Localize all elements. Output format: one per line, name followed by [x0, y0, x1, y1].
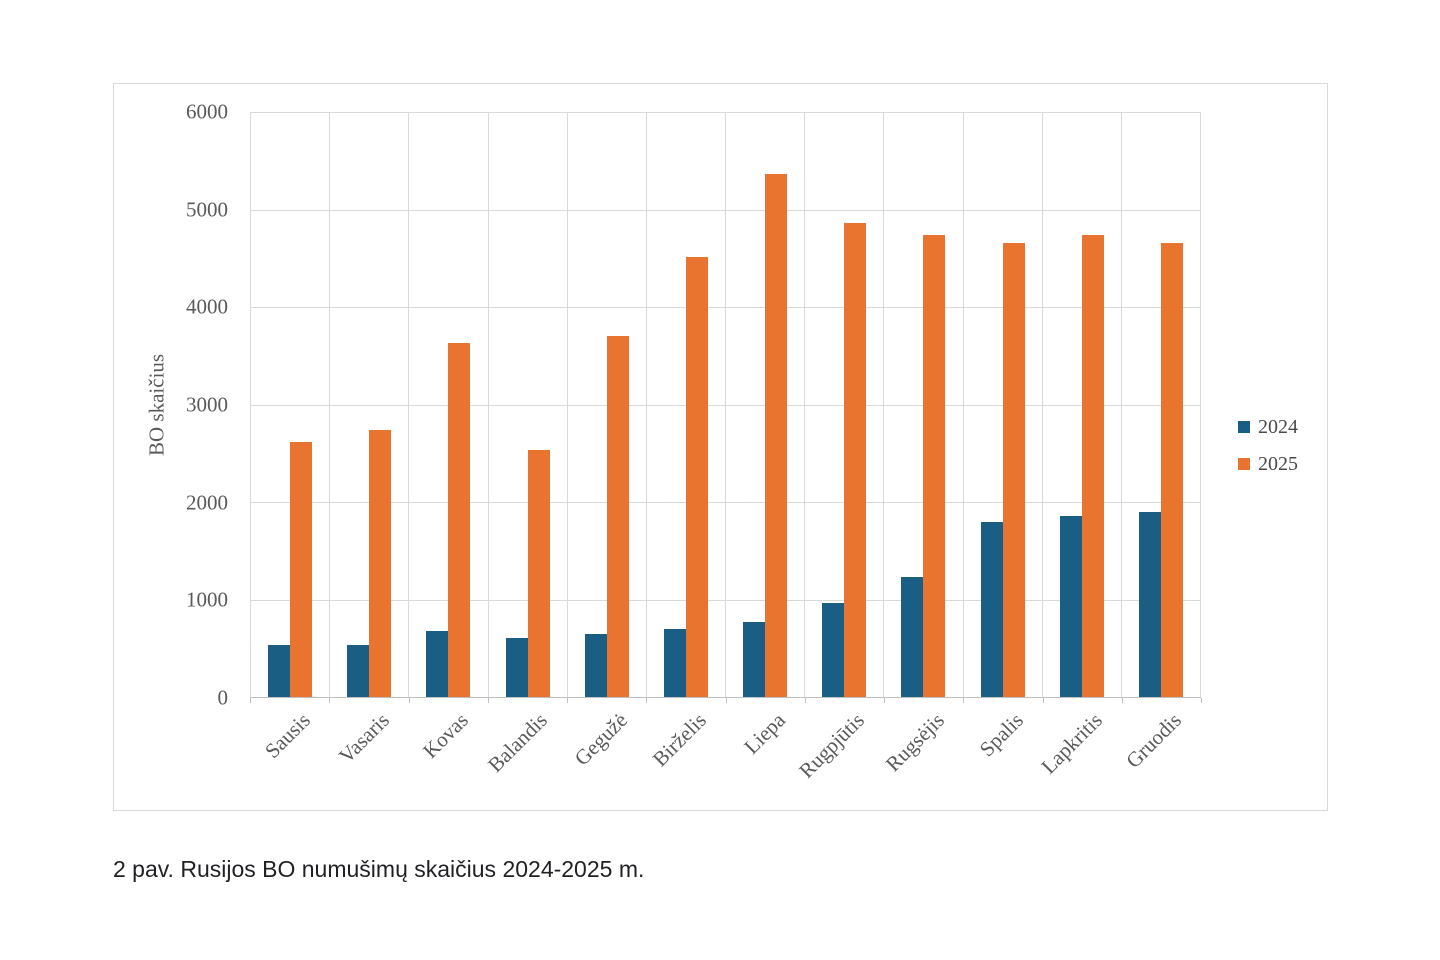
legend-label-2025: 2025 — [1258, 453, 1298, 475]
plot-area — [250, 112, 1202, 698]
category-column-lapkritis — [1043, 112, 1122, 697]
chart-container: BO skaičius 0 1000 2000 3000 4000 5000 6000 Sa… — [113, 83, 1328, 811]
legend: 2024 2025 — [1238, 417, 1298, 474]
y-tick-label-1000: 1000 — [186, 587, 228, 612]
x-tickmark — [408, 698, 410, 703]
figure-caption: 2 pav. Rusijos BO numušimų skaičius 2024… — [113, 856, 645, 882]
x-tickmark — [1121, 698, 1123, 703]
bar-2024-rugpjūtis — [822, 603, 845, 697]
legend-label-2024: 2024 — [1258, 416, 1298, 438]
bar-columns — [251, 112, 1202, 697]
category-column-sausis — [251, 112, 331, 697]
x-tickmark — [963, 698, 965, 703]
bar-2025-sausis — [290, 441, 313, 697]
bar-2025-rugsėjis — [923, 234, 946, 697]
x-tickmark — [250, 698, 251, 703]
category-column-kovas — [409, 112, 489, 697]
y-tick-label-5000: 5000 — [186, 197, 228, 222]
category-column-vasaris — [330, 112, 410, 697]
bar-2025-rugpjūtis — [844, 223, 867, 697]
bar-2024-kovas — [426, 630, 449, 697]
category-column-liepa — [726, 112, 806, 697]
bar-2024-gruodis — [1138, 511, 1161, 697]
bar-2024-liepa — [743, 621, 766, 697]
y-tick-label-4000: 4000 — [186, 294, 228, 319]
bar-2025-birželis — [685, 257, 708, 697]
bar-2025-vasaris — [369, 429, 392, 697]
bar-2024-rugsėjis — [901, 577, 924, 697]
bar-2024-balandis — [505, 637, 528, 697]
x-tickmark — [884, 698, 885, 703]
category-column-balandis — [489, 112, 568, 697]
bar-2025-gegužė — [606, 336, 629, 697]
bar-2024-birželis — [663, 628, 686, 697]
bar-2024-gegužė — [584, 633, 607, 697]
y-tick-label-0: 0 — [217, 685, 229, 710]
x-tickmark — [329, 698, 331, 703]
legend-swatch-2024 — [1238, 421, 1250, 433]
bar-2025-lapkritis — [1081, 234, 1104, 697]
x-tickmark — [567, 698, 568, 703]
x-tickmark — [725, 698, 727, 703]
x-tickmark — [1201, 698, 1202, 703]
category-column-rugsėjis — [884, 112, 964, 697]
x-tickmark — [487, 698, 489, 703]
y-tick-label-3000: 3000 — [186, 392, 228, 417]
bar-2025-spalis — [1002, 242, 1025, 697]
category-column-gruodis — [1122, 112, 1202, 697]
bar-2024-vasaris — [347, 645, 370, 697]
x-tickmark — [1042, 698, 1044, 703]
bar-2025-kovas — [448, 343, 471, 697]
category-column-gegužė — [568, 112, 647, 697]
bar-2024-spalis — [980, 522, 1003, 697]
y-tick-label-2000: 2000 — [186, 490, 228, 515]
bar-2025-balandis — [527, 450, 550, 697]
legend-item-2024: 2024 — [1238, 417, 1298, 437]
x-axis-labels: Sausis Vasaris Kovas Balandis Gegužė Birželis… — [250, 698, 1202, 818]
x-tickmark — [646, 698, 648, 703]
bar-2024-lapkritis — [1059, 515, 1082, 697]
legend-swatch-2025 — [1238, 458, 1250, 470]
bar-2025-gruodis — [1160, 242, 1183, 697]
bar-2025-liepa — [765, 174, 788, 697]
bar-2024-sausis — [268, 645, 291, 697]
x-tickmark — [804, 698, 806, 703]
category-column-birželis — [647, 112, 727, 697]
category-column-spalis — [964, 112, 1043, 697]
y-tick-label-6000: 6000 — [186, 99, 228, 124]
y-axis-tick-labels: 0 1000 2000 3000 4000 5000 6000 — [158, 100, 228, 710]
legend-item-2025: 2025 — [1238, 454, 1298, 474]
category-column-rugpjūtis — [805, 112, 885, 697]
